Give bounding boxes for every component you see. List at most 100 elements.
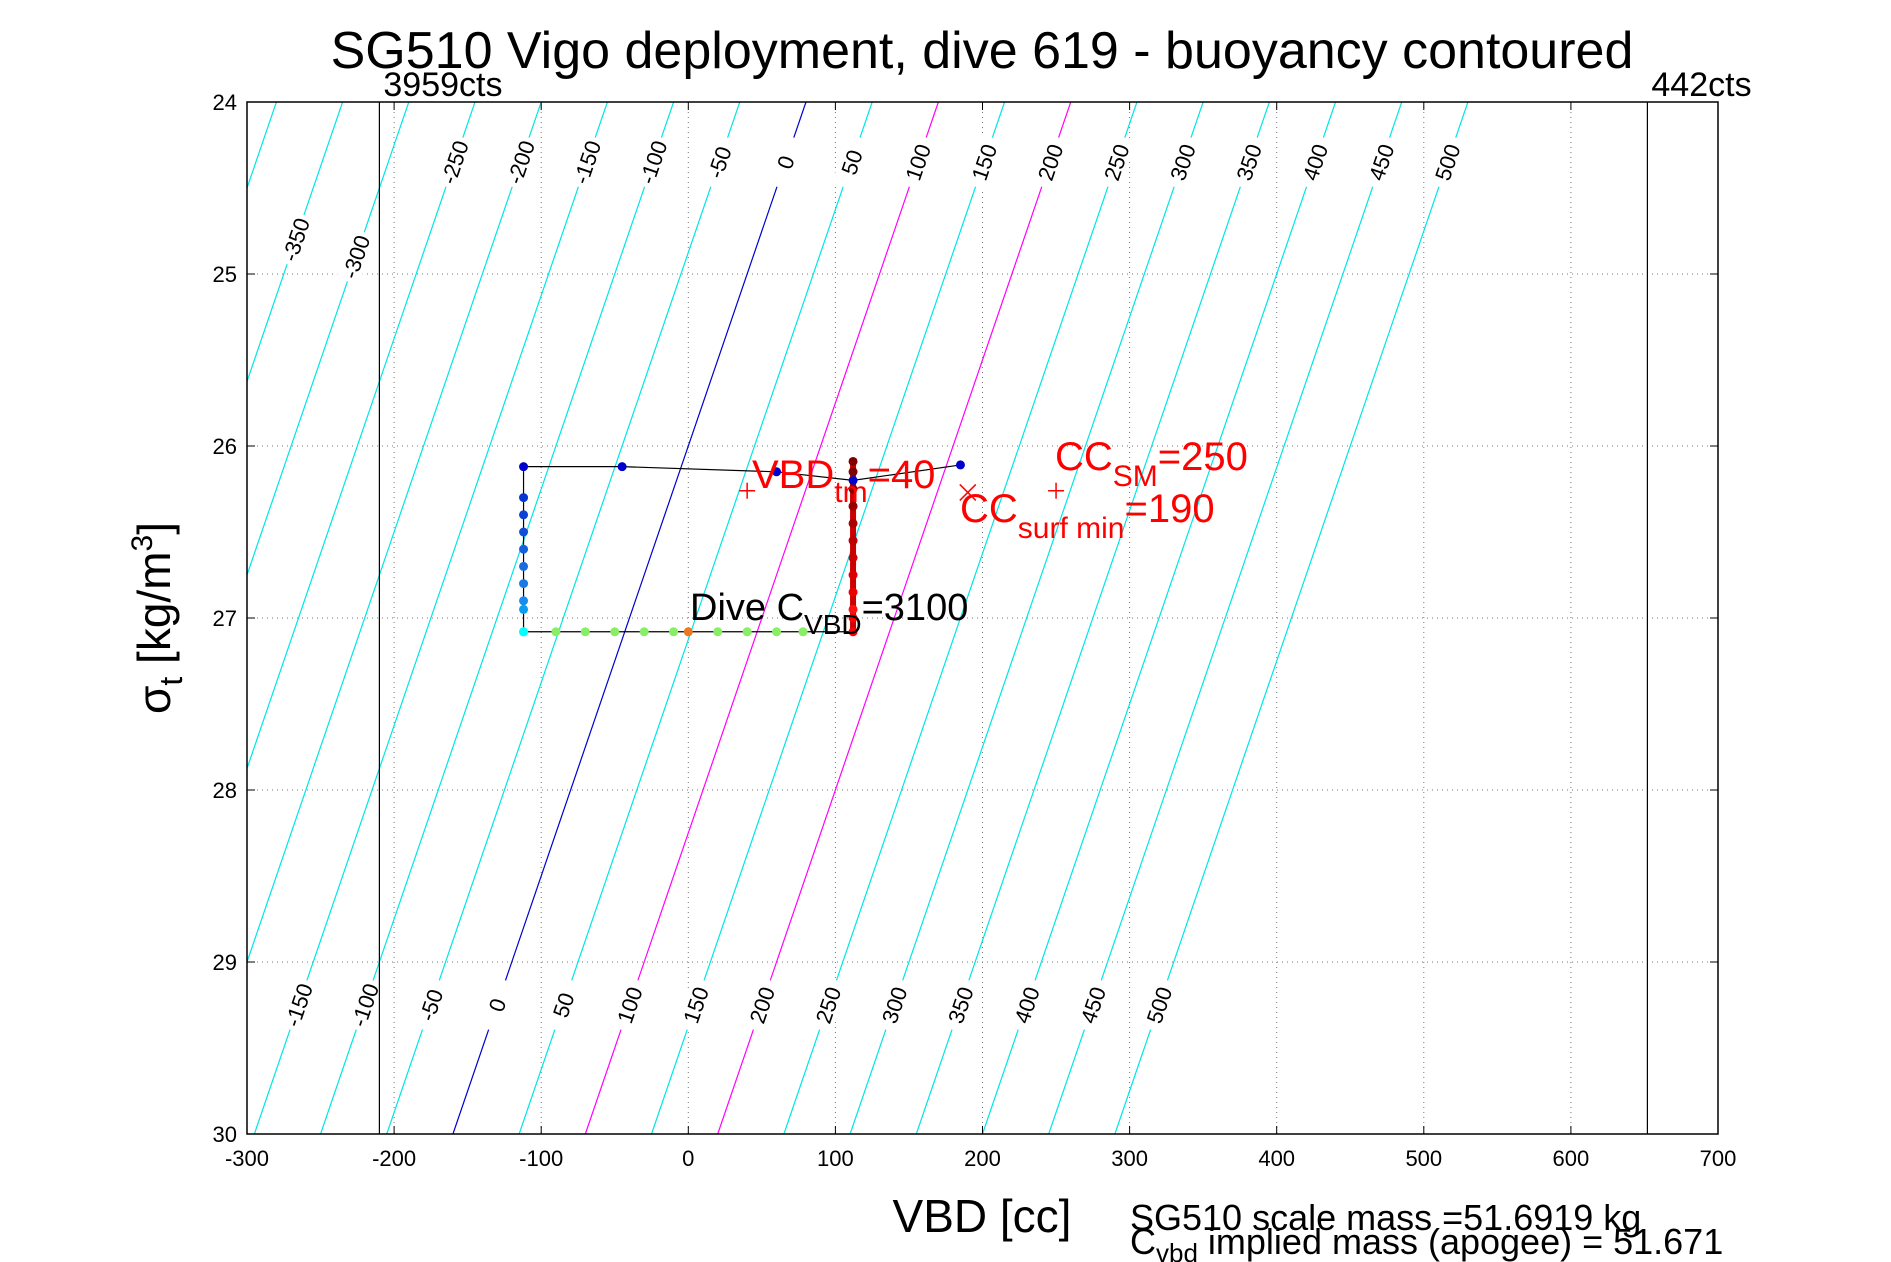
climb-track-point [848,604,858,614]
dive-track-point [519,493,529,503]
contour-label-text: -200 [502,137,540,187]
contour-label-bg [1030,133,1070,191]
cc-sm-annotation: CCSM=250 [1055,435,1248,493]
footer-implied-mass: Cvbd implied mass (apogee) = 51.671 [1130,1221,1723,1262]
contour-label-bg [964,133,1004,191]
contour-label: -50 [411,976,451,1034]
dive-track-point [617,462,627,472]
contour-label-text: 300 [877,984,913,1027]
dive-track-point [519,544,529,554]
contour-label-bg [765,133,806,191]
contour-label: 500 [1427,133,1468,191]
contour-label-text: -350 [277,215,315,265]
contour-label: -50 [699,133,739,191]
contour-label: -300 [336,228,376,286]
contour-line [247,102,476,771]
dive-tracks [519,456,965,637]
dive-track-point [519,462,529,472]
dive-track-point [519,561,529,571]
contour-label-bg [500,133,541,191]
bottom-track-point [772,627,782,637]
x-tick-label: -200 [372,1146,416,1171]
climb-track-point [848,484,858,494]
vbd-tm-annotation: VBDtm=40 [752,453,935,509]
y-axis-label-unit-sup: 3 [126,535,159,552]
bottom-track-point [580,627,590,637]
contour-label-text: 100 [612,984,648,1027]
contour-label-bg [898,133,938,191]
contour-label-bg [940,976,981,1034]
climb-track-point [848,570,858,580]
contour-label: 200 [742,976,782,1034]
dive-track-point [955,460,965,470]
y-axis-label-sub: t [153,677,189,686]
svg-text:σt [kg/m3]: σt [kg/m3] [126,522,189,714]
contour-label: -100 [633,133,673,191]
y-axis-ticks: 24 25 26 27 28 29 30 [213,90,1718,1147]
buoyancy-contours [247,102,1469,1134]
contour-label-text: 500 [1142,984,1178,1027]
contour-label-bg [609,976,650,1034]
contour-label-text: 150 [967,141,1003,184]
dive-track-point [848,475,858,485]
y-tick-label: 24 [213,90,237,115]
contour-label-text: 100 [900,141,936,184]
y-tick-label: 26 [213,434,237,459]
grid-lines [247,102,1718,1134]
climb-track-point [848,553,858,563]
bottom-track-point [551,627,561,637]
contour-label: 0 [477,976,517,1034]
climb-track-point [848,467,858,477]
contour-label-bg [278,976,319,1034]
y-tick-label: 27 [213,606,237,631]
dive-track-point [519,579,529,589]
contour-label-bg [874,976,915,1034]
y-tick-label: 25 [213,262,237,287]
contour-label: 250 [808,976,848,1034]
contour-label: 450 [1361,133,1401,191]
y-axis-label-unit-close: ] [128,522,180,535]
contour-label-bg [1295,133,1335,191]
x-tick-label: -100 [519,1146,563,1171]
contour-label: 150 [964,133,1004,191]
contour-label-bg [1162,133,1203,191]
contour-line [247,102,344,384]
x-tick-label: 700 [1700,1146,1737,1171]
contour-label-bg [336,228,376,286]
contour-line [783,102,1138,1134]
contour-label-text: 500 [1430,141,1466,184]
contour-line [253,102,608,1134]
y-axis-label-main: σ [128,686,180,714]
x-marker [959,483,977,501]
contour-label-bg [831,133,872,191]
contour-label: 350 [940,976,981,1034]
contour-label-text: 450 [1364,141,1400,184]
dive-cvbd-annotation: Dive CVBD=3100 [690,587,968,640]
contour-label-text: 250 [811,984,847,1027]
x-tick-label: 400 [1258,1146,1295,1171]
contour-line [518,102,873,1134]
climb-track-point [848,501,858,511]
dive-track-point [772,467,782,477]
contour-label-bg [633,133,673,191]
contour-line [650,102,1006,1134]
vbd-limit-lines: 3959cts 442cts [378,66,1752,1134]
climb-track-point [848,518,858,528]
contour-labels: -350 -300 -250 -200 -150 -100 -50 0 50 100 150 200 2… [275,133,1468,1034]
climb-track-point [848,627,858,637]
footer-scale-mass: SG510 scale mass =51.6919 kg [1130,1197,1641,1238]
contour-label-bg [1006,976,1047,1034]
dive-track-point [519,510,529,520]
bottom-track-point [610,627,620,637]
contour-label-bg [344,976,385,1034]
x-tick-label: 500 [1405,1146,1442,1171]
contour-label-bg [1096,133,1137,191]
dive-track-point [519,527,529,537]
y-tick-label: 29 [213,950,237,975]
contour-line [584,102,939,1134]
contour-label: -200 [500,133,541,191]
contour-label-bg [675,976,716,1034]
contour-label-text: 350 [1231,141,1267,184]
climb-track-point [848,587,858,597]
contour-label-text: 300 [1165,141,1201,184]
